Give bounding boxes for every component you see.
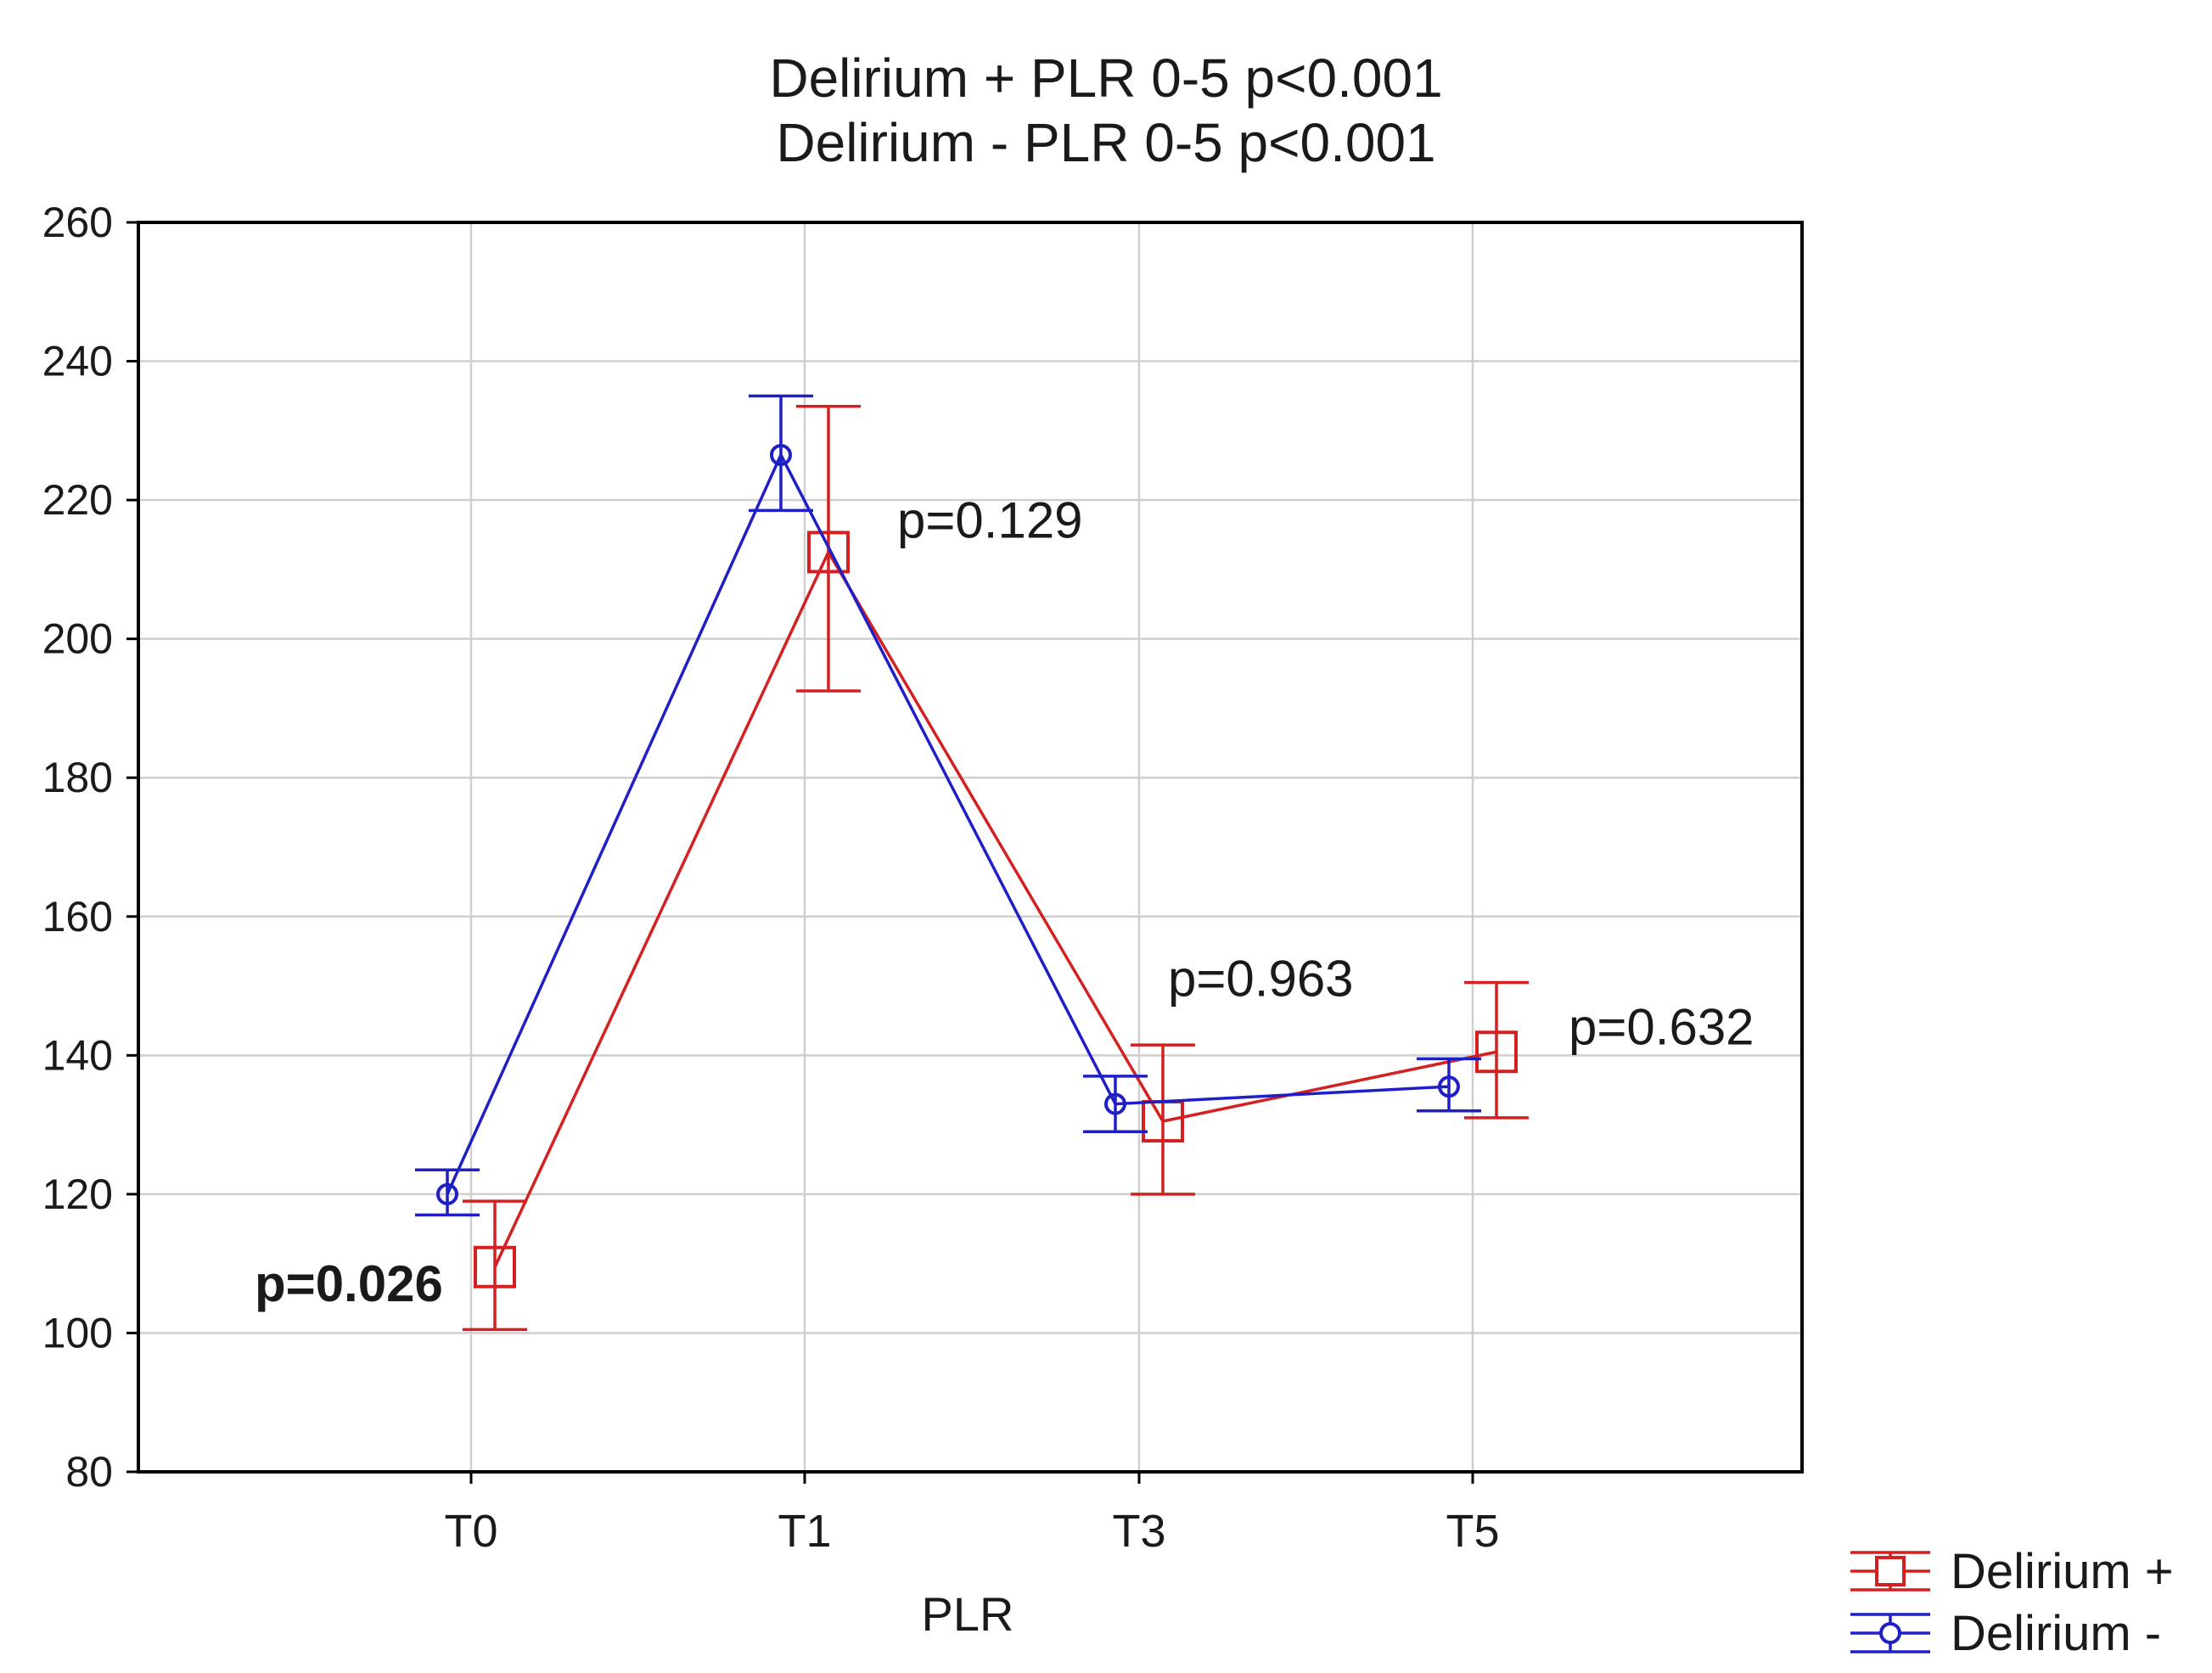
data-point-square: [807, 531, 850, 574]
y-tick-label: 220: [42, 476, 113, 524]
legend-label: Delirium -: [1951, 1606, 2161, 1661]
p-value-annotation: p=0.632: [1569, 999, 1754, 1056]
y-tick-label: 180: [42, 754, 113, 801]
series: [415, 394, 1529, 1332]
data-point-square: [1475, 1030, 1518, 1074]
x-tick-label: T1: [778, 1506, 831, 1557]
x-axis-ticks: T0 T1 T3 T5: [444, 1472, 1500, 1557]
data-point-circle: [436, 1182, 458, 1205]
data-point-circle: [770, 443, 792, 466]
y-tick-label: 80: [65, 1448, 113, 1496]
y-tick-label: 120: [42, 1171, 113, 1218]
plot-area-frame: [137, 221, 1804, 1474]
legend-marker-circle: [1879, 1622, 1901, 1644]
legend-marker-square: [1875, 1556, 1906, 1586]
x-tick-label: T5: [1446, 1506, 1499, 1557]
y-tick-label: 260: [42, 199, 113, 246]
y-tick-label: 160: [42, 893, 113, 940]
series-delirium-minus: [415, 394, 1481, 1217]
legend: Delirium + Delirium -: [1850, 1544, 2174, 1661]
x-tick-label: T3: [1112, 1506, 1165, 1557]
gridlines: [138, 222, 1802, 1472]
p-value-annotation: p=0.963: [1168, 950, 1354, 1007]
p-value-annotation: p=0.129: [897, 492, 1083, 549]
legend-label: Delirium +: [1951, 1544, 2174, 1599]
y-tick-label: 200: [42, 615, 113, 663]
data-point-circle: [1438, 1075, 1460, 1098]
y-tick-label: 100: [42, 1309, 113, 1356]
p-value-annotation: p=0.026: [255, 1255, 443, 1312]
legend-item-delirium-plus: Delirium +: [1850, 1544, 2174, 1599]
series-line: [493, 548, 1497, 1268]
chart-title-line-2: Delirium - PLR 0-5 p<0.001: [776, 112, 1435, 173]
y-axis-ticks: 80 100 120 140 160 180 200 220 240 260: [42, 199, 138, 1496]
y-tick-label: 240: [42, 338, 113, 385]
data-point-square: [474, 1245, 516, 1288]
chart-title-line-1: Delirium + PLR 0-5 p<0.001: [769, 48, 1442, 109]
y-tick-label: 140: [42, 1031, 113, 1079]
data-point-circle: [1104, 1092, 1126, 1115]
p-value-annotations: p=0.026 p=0.129 p=0.963 p=0.632: [255, 492, 1754, 1313]
x-tick-label: T0: [444, 1506, 497, 1557]
legend-item-delirium-minus: Delirium -: [1850, 1606, 2161, 1661]
series-line: [446, 451, 1450, 1195]
x-axis-label: PLR: [922, 1587, 1014, 1641]
